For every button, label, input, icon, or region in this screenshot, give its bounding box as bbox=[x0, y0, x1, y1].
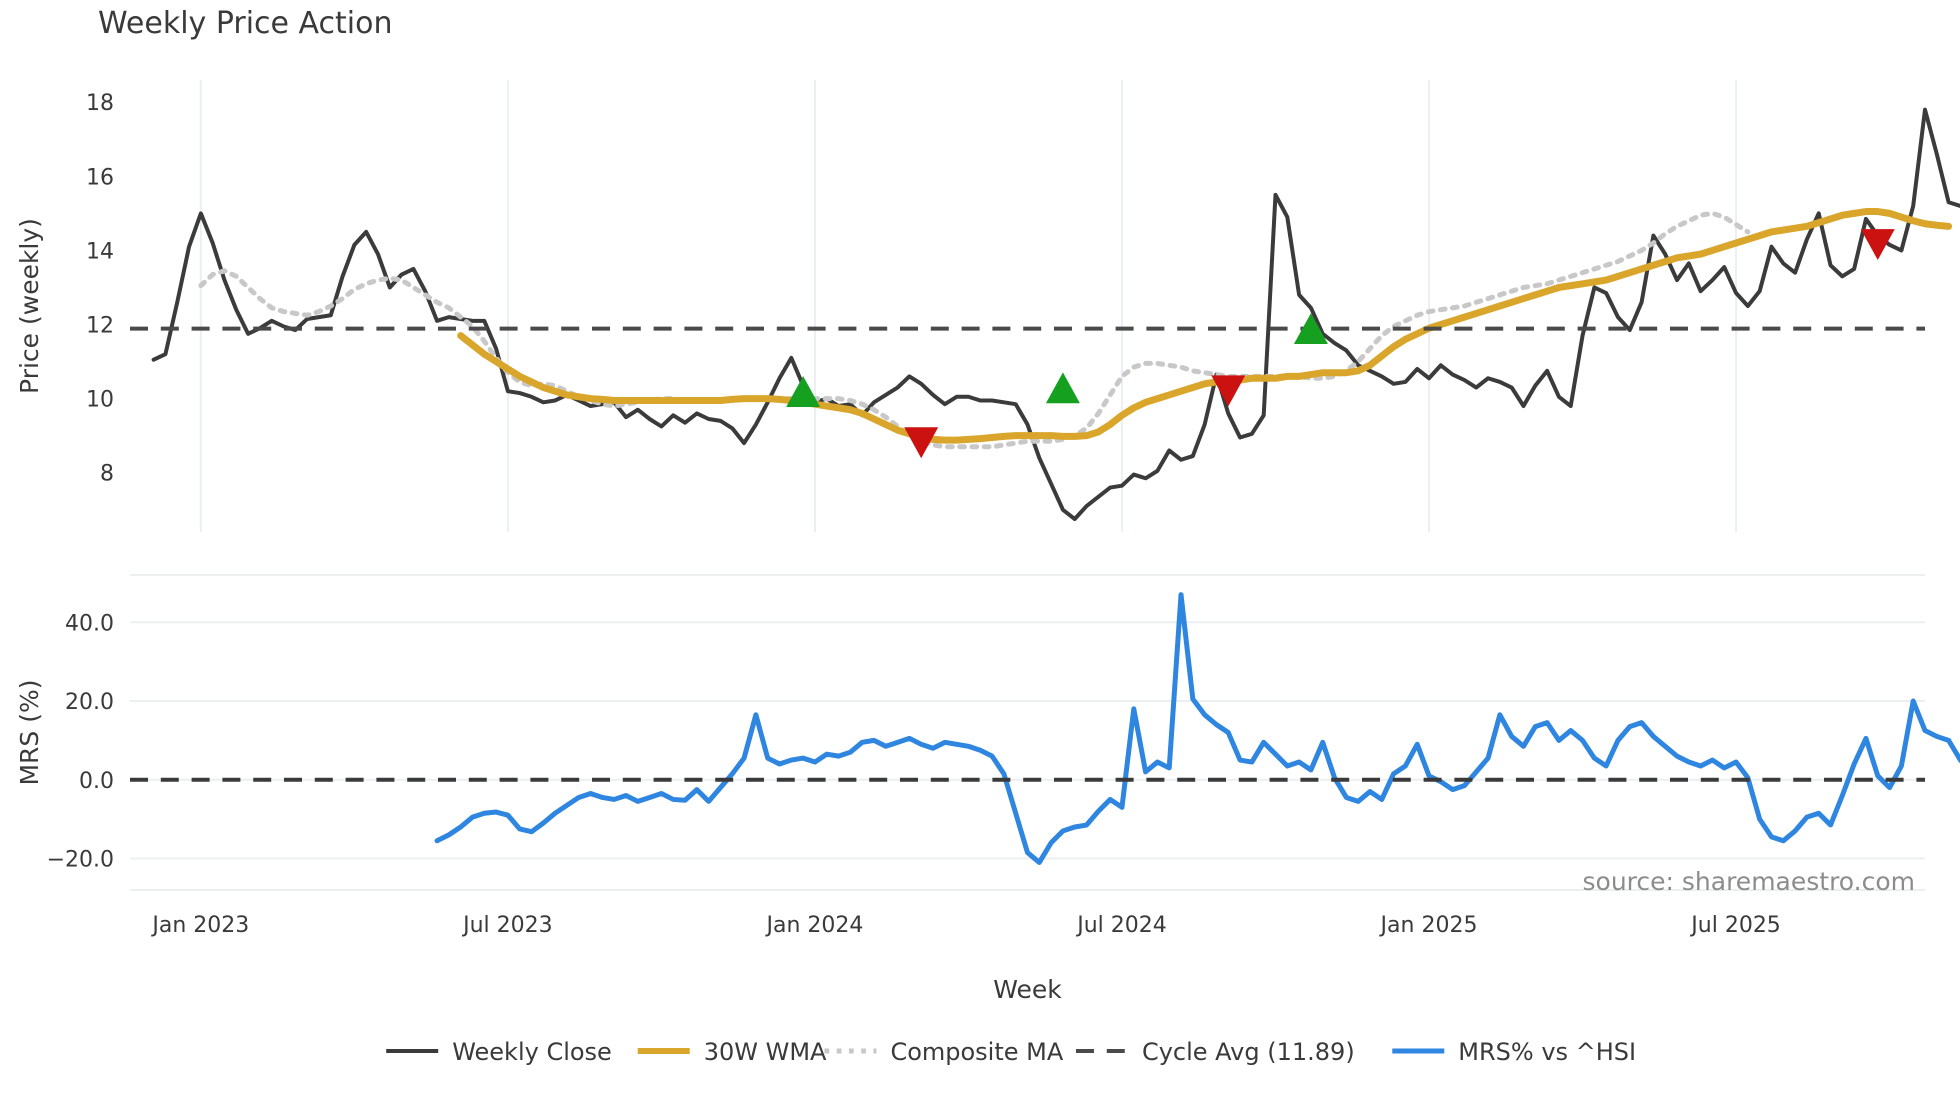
x-tick-label: Jul 2023 bbox=[461, 913, 553, 938]
buy-signal-marker[interactable] bbox=[786, 376, 821, 408]
y-tick-label: 20.0 bbox=[65, 690, 114, 715]
legend-label: MRS% vs ^HSI bbox=[1458, 1038, 1636, 1066]
x-tick-label: Jan 2024 bbox=[764, 913, 863, 938]
x-tick-label: Jul 2024 bbox=[1075, 913, 1167, 938]
legend-item-30w-wma[interactable]: 30W WMA bbox=[637, 1038, 827, 1066]
mrs-panel: −20.0 0.0 20.0 40.0 Jan 2023 Jul 2023 Jan 2024… bbox=[15, 574, 1960, 1004]
x-axis-label: Week bbox=[993, 975, 1062, 1004]
y-axis-label: MRS (%) bbox=[15, 679, 44, 785]
y-tick-label: 0.0 bbox=[79, 769, 114, 794]
series-line-mrs-vs-hsi bbox=[434, 592, 1960, 865]
legend-label: 30W WMA bbox=[704, 1038, 827, 1066]
x-tick-label: Jan 2023 bbox=[150, 913, 249, 938]
legend-item-mrs-vs-hsi[interactable]: MRS% vs ^HSI bbox=[1392, 1038, 1636, 1066]
x-tick-label: Jul 2025 bbox=[1689, 913, 1781, 938]
legend-label: Cycle Avg (11.89) bbox=[1142, 1038, 1355, 1066]
series-line-30w-wma bbox=[457, 208, 1953, 444]
page-title: Weekly Price Action bbox=[98, 6, 393, 41]
source-watermark: source: sharemaestro.com bbox=[1583, 867, 1916, 896]
y-tick-label: 12 bbox=[86, 314, 114, 339]
series-line-composite-ma bbox=[198, 210, 1751, 450]
buy-signal-marker[interactable] bbox=[1293, 313, 1328, 345]
y-tick-label: 8 bbox=[100, 462, 114, 487]
y-tick-label: 16 bbox=[86, 165, 114, 190]
legend-item-composite-ma[interactable]: Composite MA bbox=[824, 1038, 1064, 1066]
y-tick-label: 14 bbox=[86, 239, 114, 264]
buy-signal-marker[interactable] bbox=[1045, 372, 1080, 404]
y-tick-label: −20.0 bbox=[47, 848, 114, 873]
legend-label: Weekly Close bbox=[452, 1038, 612, 1066]
y-tick-label: 10 bbox=[86, 388, 114, 413]
y-axis-label: Price (weekly) bbox=[15, 218, 44, 394]
chart-legend[interactable]: Weekly Close 30W WMA Composite MA Cycle Avg… bbox=[386, 1038, 1636, 1066]
x-tick-label: Jan 2025 bbox=[1379, 913, 1478, 938]
y-tick-label: 18 bbox=[86, 91, 114, 116]
legend-item-cycle-avg-11-89[interactable]: Cycle Avg (11.89) bbox=[1075, 1038, 1355, 1066]
price-panel: 8 10 12 14 16 18 Price (weekly) bbox=[15, 80, 1960, 532]
legend-label: Composite MA bbox=[890, 1038, 1063, 1066]
series-line-weekly-close bbox=[151, 107, 1960, 522]
legend-item-weekly-close[interactable]: Weekly Close bbox=[386, 1038, 612, 1066]
sell-signal-marker[interactable] bbox=[1211, 375, 1246, 407]
sell-signal-marker[interactable] bbox=[1860, 229, 1895, 261]
y-tick-label: 40.0 bbox=[65, 611, 114, 636]
sell-signal-marker[interactable] bbox=[904, 427, 939, 459]
